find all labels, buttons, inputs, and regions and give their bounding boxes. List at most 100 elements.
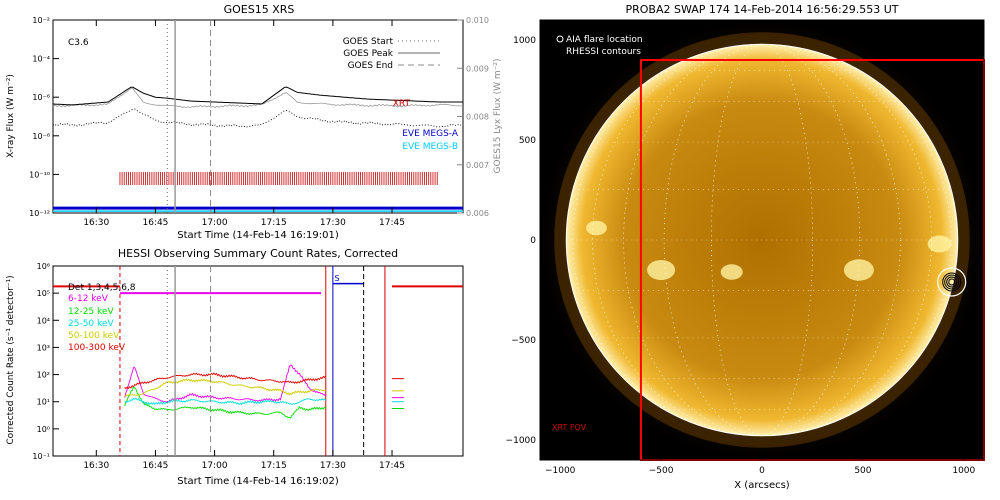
goes-y2tick-label: 0.007 bbox=[466, 161, 489, 170]
longitude-grid-line bbox=[711, 43, 813, 437]
aia-flare-circle bbox=[937, 267, 967, 297]
hessi-ytick-label: 10¹ bbox=[37, 398, 50, 407]
legend-12-25: 12-25 keV bbox=[68, 307, 114, 317]
legend-aia-marker bbox=[556, 35, 564, 43]
swap-ytick-label: −500 bbox=[511, 336, 536, 346]
legend-50-100: 50-100 keV bbox=[68, 331, 120, 341]
goes-y2label: GOES15 Lyx Flux (W m⁻²) bbox=[493, 59, 503, 174]
hessi-axes: 16:30 16:45 17:00 17:15 17:30 17:45 10⁻¹ 10⁰ 10¹… bbox=[32, 262, 405, 471]
eve-megs-a-label: EVE MEGS-A bbox=[402, 129, 459, 139]
goes-xtick-label: 17:30 bbox=[320, 218, 346, 228]
swap-xtick-label: −500 bbox=[649, 466, 674, 476]
hessi-plot-frame bbox=[52, 265, 464, 457]
goes-legend: GOES Start GOES Peak GOES End bbox=[343, 37, 440, 71]
hessi-series-12-25 keV bbox=[124, 385, 327, 419]
goes-xrs-panel: GOES15 XRS 16:30 16:45 17:00 17:15 17:30 17:4… bbox=[6, 3, 503, 241]
goes-ytick-label: 10⁻⁴ bbox=[32, 55, 50, 64]
goes-ytick-label: 10⁻¹⁰ bbox=[29, 170, 50, 179]
hessi-ytick-label: 10⁻¹ bbox=[32, 452, 50, 461]
swap-ytick-label: −1000 bbox=[506, 436, 537, 446]
rhessi-contour bbox=[942, 272, 962, 292]
legend-goes-end: GOES End bbox=[348, 61, 393, 71]
goes-title: GOES15 XRS bbox=[224, 3, 295, 16]
goes-ylabel: X-ray Flux (W m⁻²) bbox=[6, 74, 16, 158]
longitude-grid-line bbox=[572, 43, 952, 437]
swap-ytick-label: 0 bbox=[530, 236, 536, 246]
flare-class-label: C3.6 bbox=[68, 38, 89, 48]
hessi-series-25-50 keV bbox=[124, 397, 327, 406]
hessi-legend: Det 1,3,4,5,6,8 6-12 keV 12-25 keV 25-50… bbox=[68, 283, 136, 353]
active-region bbox=[647, 260, 676, 280]
xrt-label: XRT bbox=[393, 99, 411, 109]
goes-xtick-label: 17:15 bbox=[261, 218, 287, 228]
hessi-ytick-label: 10³ bbox=[37, 343, 50, 352]
hessi-panel: HESSI Observing Summary Count Rates, Cor… bbox=[6, 247, 464, 487]
legend-rhessi-contours: RHESSI contours bbox=[566, 47, 641, 57]
hessi-xtick-label: 17:45 bbox=[379, 461, 405, 471]
hessi-ytick-label: 10⁰ bbox=[37, 425, 50, 434]
goes-xlabel: Start Time (14-Feb-14 16:19:01) bbox=[177, 230, 339, 241]
swap-xlabel: X (arcsecs) bbox=[734, 480, 790, 491]
hessi-xtick-label: 16:45 bbox=[142, 461, 168, 471]
legend-goes-peak: GOES Peak bbox=[343, 49, 393, 59]
swap-xtick-label: 0 bbox=[759, 466, 765, 476]
legend-100-300: 100-300 keV bbox=[68, 343, 126, 353]
swap-xtick-label: 1000 bbox=[952, 466, 975, 476]
goes-short-series bbox=[52, 108, 464, 128]
hessi-marks bbox=[53, 266, 463, 456]
hessi-ytick-label: 10⁵ bbox=[37, 289, 50, 298]
legend-aia-flare: AIA flare location bbox=[566, 35, 643, 45]
detectors-label: Det 1,3,4,5,6,8 bbox=[68, 283, 136, 293]
goes-xtick-label: 16:45 bbox=[142, 218, 168, 228]
rhessi-contour bbox=[948, 278, 956, 286]
goes-y2tick-label: 0.008 bbox=[466, 113, 489, 122]
swap-panel: PROBA2 SWAP 174 14-Feb-2014 16:56:29.553… bbox=[506, 3, 986, 491]
goes-marks bbox=[52, 20, 464, 213]
swap-ytick-label: 1000 bbox=[513, 36, 536, 46]
hessi-title: HESSI Observing Summary Count Rates, Cor… bbox=[118, 247, 398, 260]
goes-y2tick-label: 0.010 bbox=[466, 16, 489, 25]
goes-xtick-label: 17:00 bbox=[202, 218, 228, 228]
eclipse-marker: S bbox=[334, 274, 339, 283]
legend-6-12: 6-12 keV bbox=[68, 294, 109, 304]
goes-ytick-label: 10⁻⁸ bbox=[32, 132, 50, 141]
hessi-xtick-label: 17:00 bbox=[202, 461, 228, 471]
goes-y2tick-label: 0.009 bbox=[466, 64, 489, 73]
eve-megs-b-label: EVE MEGS-B bbox=[402, 142, 458, 152]
hessi-xtick-label: 17:15 bbox=[261, 461, 287, 471]
hessi-xtick-label: 16:30 bbox=[83, 461, 109, 471]
hessi-series-50-100 keV bbox=[124, 378, 326, 397]
swap-xtick-label: −1000 bbox=[545, 466, 576, 476]
goes-ytick-label: 10⁻⁶ bbox=[32, 93, 50, 102]
hessi-ytick-label: 10⁶ bbox=[37, 262, 50, 271]
goes-xtick-label: 16:30 bbox=[83, 218, 109, 228]
hessi-ylabel: Corrected Count Rate (s⁻¹ detector⁻¹) bbox=[6, 275, 16, 444]
active-region bbox=[927, 235, 952, 253]
rhessi-contour bbox=[946, 276, 958, 288]
active-region bbox=[720, 264, 743, 280]
goes-ytick-label: 10⁻¹² bbox=[29, 209, 50, 218]
rhessi-contour bbox=[944, 274, 960, 290]
longitude-grid-line bbox=[623, 43, 901, 437]
goes-ytick-label: 10⁻² bbox=[32, 16, 50, 25]
goes-xtick-label: 17:45 bbox=[379, 218, 405, 228]
legend-25-50: 25-50 keV bbox=[68, 319, 114, 329]
hessi-xtick-label: 17:30 bbox=[320, 461, 346, 471]
hessi-series-100-300 keV bbox=[124, 372, 327, 390]
xrt-fov-label: XRT FOV bbox=[552, 423, 587, 432]
longitude-grid-line bbox=[663, 43, 861, 437]
hessi-ytick-label: 10² bbox=[37, 371, 50, 380]
swap-legend: AIA flare location RHESSI contours bbox=[556, 35, 643, 57]
swap-xtick-label: 500 bbox=[854, 466, 871, 476]
swap-title: PROBA2 SWAP 174 14-Feb-2014 16:56:29.553… bbox=[626, 3, 899, 16]
legend-goes-start: GOES Start bbox=[343, 37, 394, 47]
legend-rhessi-marker bbox=[556, 47, 564, 55]
goes-axes: 16:30 16:45 17:00 17:15 17:30 17:45 10⁻¹² 10⁻¹⁰… bbox=[29, 16, 489, 228]
hessi-ytick-label: 10⁴ bbox=[37, 316, 50, 325]
swap-axes: −1000 −500 0 500 1000 −1000 −500 0 500 1000 bbox=[506, 36, 976, 476]
swap-ytick-label: 500 bbox=[519, 136, 536, 146]
hessi-series-6-12 keV bbox=[124, 364, 327, 404]
goes-y2tick-label: 0.006 bbox=[466, 209, 489, 218]
swap-marks bbox=[554, 32, 986, 461]
